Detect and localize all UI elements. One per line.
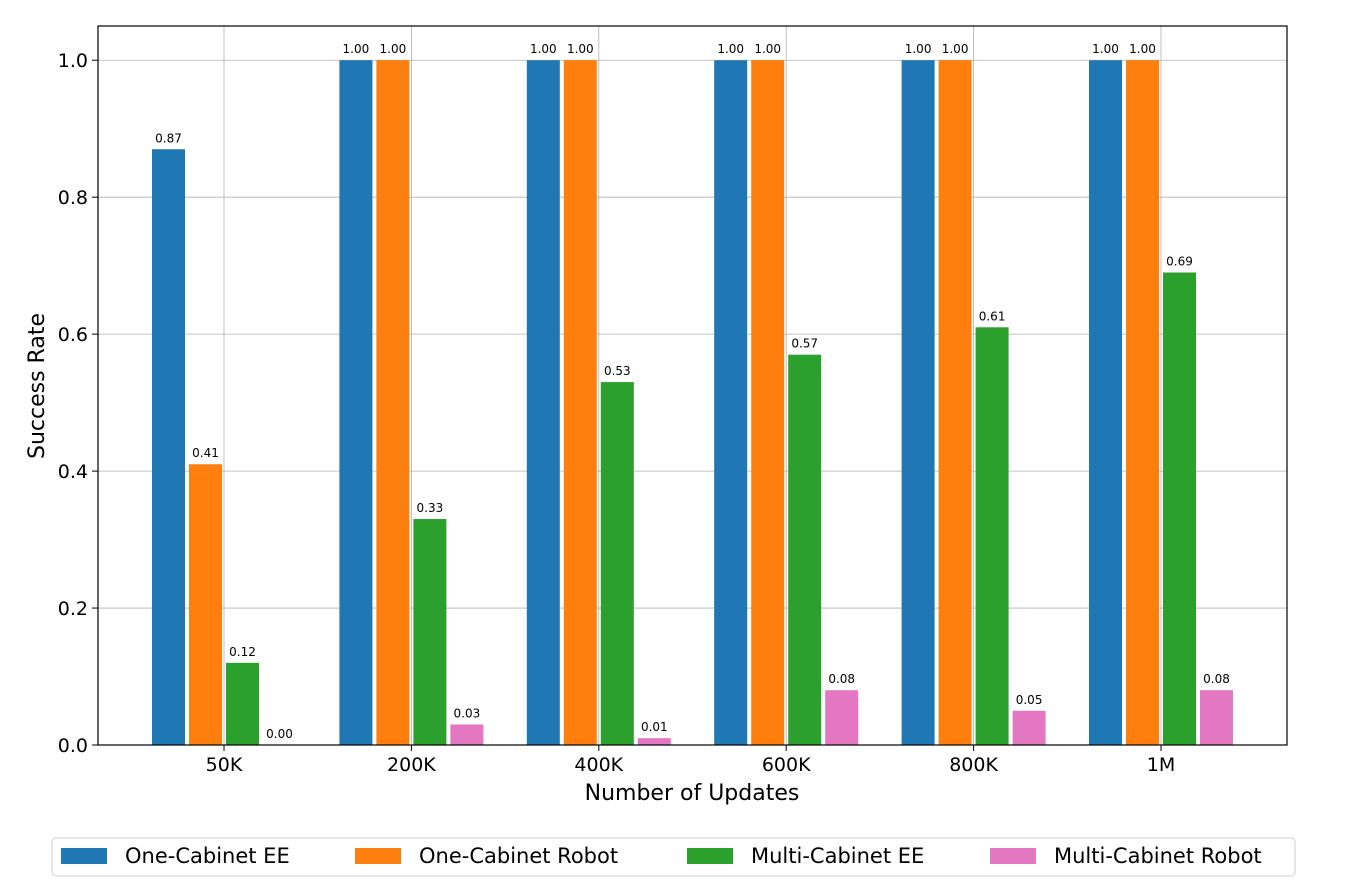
y-tick-label: 0.2 <box>58 598 88 620</box>
bar <box>1126 60 1159 745</box>
bar <box>226 662 259 745</box>
bar <box>563 60 597 745</box>
bar-value-label: 0.08 <box>828 672 855 686</box>
legend-swatch <box>687 848 733 864</box>
bar-value-label: 1.00 <box>754 42 781 56</box>
x-tick-label: 800K <box>949 754 998 776</box>
legend: One-Cabinet EE One-Cabinet Robot Multi-Cab… <box>51 837 1296 877</box>
bar <box>825 690 859 745</box>
legend-label: One-Cabinet Robot <box>419 844 618 868</box>
y-tick-label: 0.6 <box>58 324 88 346</box>
y-tick-label: 0.8 <box>58 187 88 209</box>
bar <box>938 60 972 745</box>
axes: 0.0 0.2 0.4 0.6 0.8 1.0 50K 200K 400K 600K 800K 1M <box>58 50 1175 776</box>
bar-value-label: 0.33 <box>417 501 444 515</box>
bar <box>152 149 185 745</box>
bar-value-label: 1.00 <box>942 42 969 56</box>
bar <box>1163 272 1196 745</box>
legend-label: One-Cabinet EE <box>125 844 290 868</box>
bar-value-label: 0.69 <box>1166 255 1193 269</box>
bar-value-label: 0.05 <box>1016 693 1043 707</box>
y-tick-label: 0.4 <box>58 461 88 483</box>
bar-value-label: 0.61 <box>979 309 1006 323</box>
bar-value-label: 0.57 <box>791 337 818 351</box>
bar <box>1200 690 1233 745</box>
bar-value-label: 1.00 <box>905 42 932 56</box>
bar-value-label: 1.00 <box>530 42 557 56</box>
bar <box>637 738 671 745</box>
bar <box>189 464 222 745</box>
legend-swatch <box>990 848 1036 864</box>
bar-value-label: 1.00 <box>380 42 407 56</box>
bar-value-label: 0.00 <box>266 727 293 741</box>
x-tick-label: 50K <box>206 754 243 776</box>
x-axis-label: Number of Updates <box>585 781 800 806</box>
bar-value-label: 0.03 <box>454 706 481 720</box>
bar-value-label: 1.00 <box>343 42 370 56</box>
data-labels: 0.87 0.41 0.12 0.00 1.00 1.00 0.33 0.03 1.00 1.00… <box>155 42 1230 741</box>
bar <box>526 60 560 745</box>
bar-value-label: 1.00 <box>567 42 594 56</box>
bar-value-label: 0.12 <box>229 645 256 659</box>
legend-label: Multi-Cabinet EE <box>751 844 924 868</box>
bar-value-label: 0.41 <box>192 446 219 460</box>
bar <box>714 60 748 745</box>
bar <box>788 354 822 745</box>
bar-value-label: 1.00 <box>1092 42 1119 56</box>
bars <box>152 60 1233 745</box>
bar-value-label: 0.53 <box>604 364 631 378</box>
x-tick-label: 200K <box>387 754 436 776</box>
bar <box>751 60 785 745</box>
legend-label: Multi-Cabinet Robot <box>1054 844 1262 868</box>
bar <box>600 382 634 745</box>
x-tick-label: 1M <box>1147 754 1175 776</box>
grid-lines <box>98 26 1287 746</box>
bar <box>376 60 410 745</box>
bar <box>450 724 484 745</box>
legend-frame <box>51 837 1296 877</box>
y-axis-label: Success Rate <box>25 313 50 459</box>
legend-swatch <box>355 848 401 864</box>
bar-value-label: 0.87 <box>155 131 182 145</box>
bar <box>975 327 1009 745</box>
bar-value-label: 0.08 <box>1203 672 1230 686</box>
bar <box>901 60 935 745</box>
y-tick-label: 0.0 <box>58 735 88 757</box>
bar-value-label: 1.00 <box>717 42 744 56</box>
bar <box>413 519 447 745</box>
bar-value-label: 1.00 <box>1129 42 1156 56</box>
bar <box>339 60 373 745</box>
x-tick-label: 400K <box>574 754 623 776</box>
bar <box>1012 710 1046 745</box>
bar <box>1089 60 1122 745</box>
legend-swatch <box>61 848 107 864</box>
x-tick-label: 600K <box>762 754 811 776</box>
plot-frame <box>97 25 1288 746</box>
y-tick-label: 1.0 <box>58 50 88 72</box>
bar-value-label: 0.01 <box>641 720 668 734</box>
